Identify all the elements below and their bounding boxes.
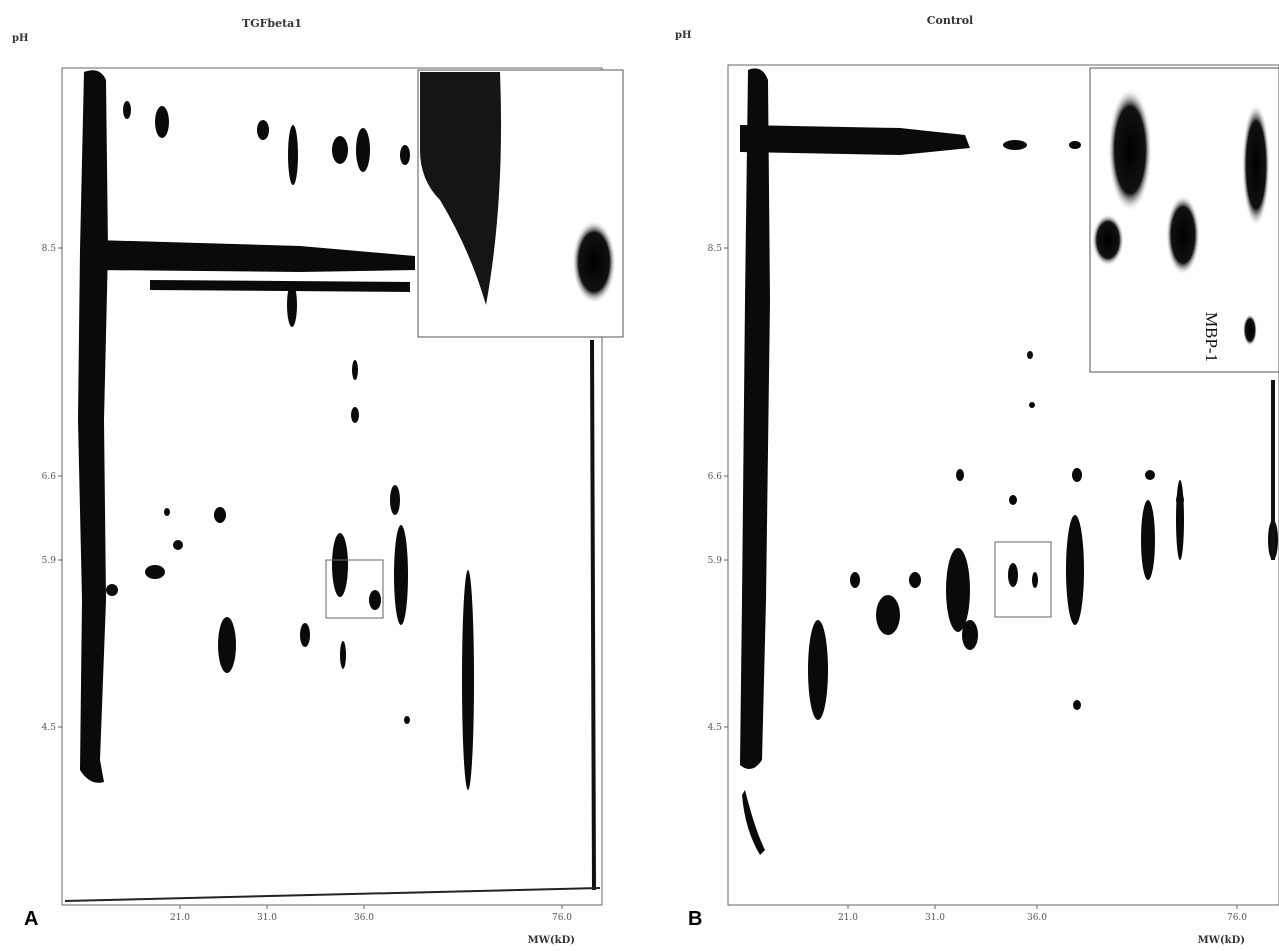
y-tick-label: 4.5 [708, 723, 723, 733]
gel-a [61, 67, 624, 906]
x-tick-label: 76.0 [1227, 913, 1247, 923]
panel-letter: A [24, 908, 38, 930]
y-axis-label: pH [675, 30, 691, 41]
gel-b: MBP-1 [727, 64, 1279, 906]
x-tick-label: 21.0 [838, 913, 858, 923]
x-tick-label: 21.0 [170, 913, 190, 923]
y-tick-label: 5.9 [42, 556, 57, 566]
x-tick-label: 36.0 [354, 913, 374, 923]
spots [106, 101, 474, 790]
x-tick-label: 36.0 [1027, 913, 1047, 923]
panel-letter: B [688, 908, 702, 930]
x-tick-label: 31.0 [257, 913, 277, 923]
band [95, 240, 415, 272]
inset-label: MBP-1 [1202, 312, 1221, 362]
band [150, 280, 410, 292]
streak [742, 790, 765, 855]
panel-title: TGFbeta1 [242, 17, 302, 30]
y-tick-label: 4.5 [42, 723, 57, 733]
edge [590, 339, 596, 891]
streak [78, 70, 108, 783]
gel-frame [727, 64, 1279, 906]
x-axis-label: MW(kD) [528, 935, 575, 946]
band [740, 125, 970, 155]
spots [808, 140, 1278, 720]
x-axis-label: MW(kD) [1198, 935, 1245, 946]
inset [417, 69, 624, 338]
panel-title: Control [927, 14, 973, 27]
y-tick-label: 6.6 [42, 472, 57, 482]
gel-frame [61, 67, 603, 906]
y-axis-label: pH [12, 33, 28, 44]
inset: MBP-1 [1089, 67, 1279, 373]
y-tick-label: 6.6 [708, 472, 723, 482]
streak [740, 68, 770, 769]
edge [64, 887, 601, 902]
y-tick-label: 8.5 [42, 244, 57, 254]
y-tick-label: 8.5 [708, 244, 723, 254]
x-tick-label: 31.0 [925, 913, 945, 923]
x-tick-label: 76.0 [552, 913, 572, 923]
y-tick-label: 5.9 [708, 556, 723, 566]
zoom-box [325, 559, 384, 619]
zoom-box [994, 541, 1052, 618]
